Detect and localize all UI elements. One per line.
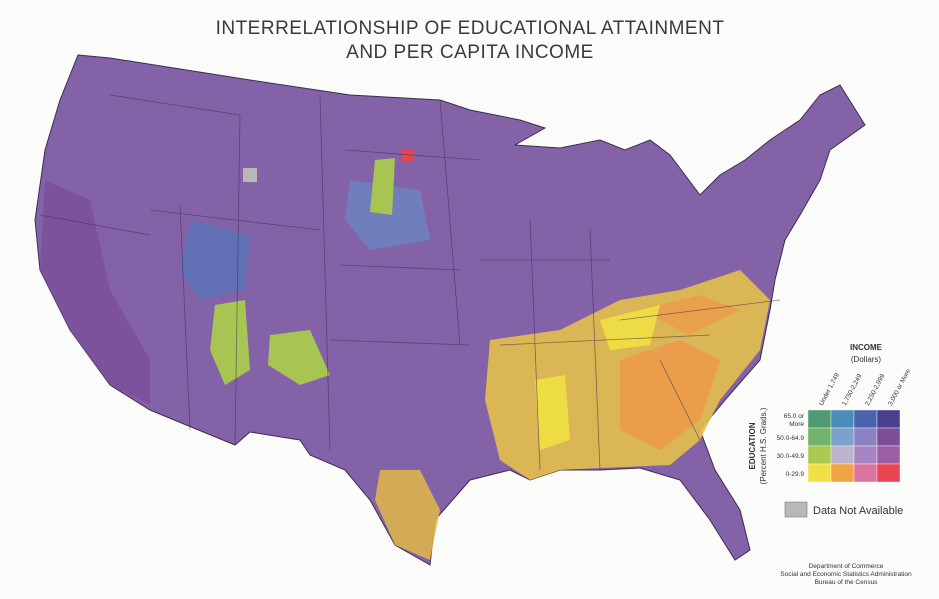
legend-cell <box>853 427 878 447</box>
region-green <box>210 300 250 385</box>
legend-cell <box>853 409 878 429</box>
region-blue <box>345 180 430 250</box>
na-swatch <box>784 501 808 518</box>
state-lines <box>39 94 781 471</box>
legend-row-label: 50.0-64.9 <box>777 435 805 442</box>
title-line: AND PER CAPITA INCOME <box>346 42 594 63</box>
region-green <box>268 330 330 385</box>
legend-cell <box>876 409 901 429</box>
legend-income-title: INCOME <box>850 343 883 352</box>
region-orange <box>620 340 720 450</box>
na-label: Data Not Available <box>813 505 903 517</box>
legend-cell <box>876 427 901 447</box>
high-income-area <box>402 150 414 162</box>
legend-cell <box>807 463 832 483</box>
legend-cell <box>830 409 855 429</box>
legend-education-unit: (Percent H.S. Grads.) <box>759 407 768 484</box>
region-west-coast <box>40 180 150 405</box>
legend-education-title: EDUCATION <box>748 422 757 469</box>
region-green <box>370 158 395 215</box>
legend-cell <box>876 445 901 465</box>
region-yellow <box>600 305 660 350</box>
legend-cell <box>830 463 855 483</box>
region-yellow <box>535 375 570 450</box>
map <box>34 54 866 566</box>
no-data-area <box>243 168 257 182</box>
legend-cell <box>876 463 901 483</box>
region-orange <box>640 295 740 335</box>
legend-cell <box>853 463 878 483</box>
legend-income-unit: (Dollars) <box>851 355 882 364</box>
legend-cell <box>830 427 855 447</box>
legend-cell <box>807 427 832 447</box>
credit: Department of Commerce <box>809 563 884 570</box>
legend-row-label: 30.0-49.9 <box>777 453 805 460</box>
region-blue <box>180 220 250 300</box>
credit: Bureau of the Census <box>815 579 879 586</box>
legend-row-label: 0-29.9 <box>786 471 805 478</box>
legend-cell <box>830 445 855 465</box>
credit: Social and Economic Statistics Administr… <box>780 571 912 578</box>
legend-cell <box>807 409 832 429</box>
legend-cell <box>807 445 832 465</box>
region-texas <box>375 470 440 560</box>
legend-row-label: 65.0 or <box>784 413 805 420</box>
legend-cell <box>853 445 878 465</box>
title-line: INTERRELATIONSHIP OF EDUCATIONAL ATTAINM… <box>216 18 725 39</box>
legend-row-label: More <box>789 421 804 428</box>
